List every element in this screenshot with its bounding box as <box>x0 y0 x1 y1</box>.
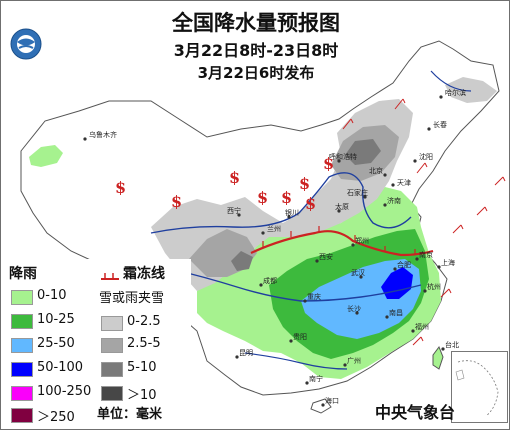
city-label-shijiazhuang: 石家庄 <box>347 188 368 197</box>
rain-label-0-10: 0-10 <box>37 288 67 303</box>
city-dots <box>83 95 445 407</box>
unit-label: 单位：毫米 <box>97 407 163 422</box>
city-label-fuzhou: 福州 <box>415 322 429 331</box>
city-label-shenyang: 沈阳 <box>419 152 433 161</box>
city-label-xining: 西宁 <box>227 206 241 215</box>
city-label-hangzhou: 杭州 <box>427 282 441 291</box>
city-label-tianjin: 天津 <box>397 179 411 187</box>
hainan-island <box>310 398 332 414</box>
snow-label-10: ＞10 <box>127 388 157 403</box>
yellow-river <box>150 172 412 234</box>
snow-legend-heading: 雪或雨夹雪 <box>99 291 165 306</box>
frost-line-ticks <box>262 226 416 255</box>
city-label-hefei: 合肥 <box>397 260 411 269</box>
yangtze-river <box>170 268 422 302</box>
snow-label-5-10: 5-10 <box>127 360 157 375</box>
dust-marker: $ <box>323 154 334 173</box>
dust-marker: $ <box>305 194 316 213</box>
city-label-harbin: 哈尔滨 <box>445 88 466 97</box>
snow-swatch-10 <box>101 386 123 401</box>
rain-swatch-50-100 <box>11 362 33 377</box>
snow-label-2.5-5: 2.5-5 <box>127 336 161 351</box>
snow-5-10-area <box>345 139 381 165</box>
city-label-taipei: 台北 <box>445 340 459 349</box>
rain-swatch-250 <box>11 408 33 423</box>
city-label-nanjing: 南京 <box>419 250 433 259</box>
dust-marker: $ <box>229 168 240 187</box>
rain-label-250: ＞250 <box>37 410 75 425</box>
frost-line-icon <box>101 269 119 280</box>
city-label-shanghai: 上海 <box>441 258 455 267</box>
city-label-guiyang: 贵阳 <box>293 332 307 341</box>
dust-marker: $ <box>171 192 182 211</box>
city-label-xian: 西安 <box>319 252 333 261</box>
rain-50-100-area <box>381 267 413 299</box>
frost-line <box>250 230 434 257</box>
dust-markers: $ $ $ $ $ $ $ $ <box>115 154 334 213</box>
snow-swatch-0-2.5 <box>101 316 123 331</box>
snow-swatch-2.5-5 <box>101 338 123 353</box>
city-label-guangzhou: 广州 <box>347 356 361 365</box>
snow-0-2.5-area-northeast <box>445 77 497 103</box>
rain-swatch-10-25 <box>11 314 33 329</box>
rain-swatch-0-10 <box>11 290 33 305</box>
map-title: 全国降水量预报图 <box>172 11 340 35</box>
city-label-taiyuan: 太原 <box>335 202 349 211</box>
rain-swatch-25-50 <box>11 338 33 353</box>
rain-label-50-100: 50-100 <box>37 360 84 375</box>
city-label-changsha: 长沙 <box>347 304 361 313</box>
songhua-river <box>430 70 472 92</box>
forecast-period: 3月22日8时-23日8时 <box>173 41 339 60</box>
map-legend: 降雨 霜冻线 雪或雨夹雪 0-10 10-25 25-50 50-100 100… <box>5 259 191 427</box>
city-label-haikou: 海口 <box>325 396 339 405</box>
dust-marker: $ <box>281 188 292 207</box>
city-label-kunming: 昆明 <box>239 349 253 357</box>
city-label-nanchang: 南昌 <box>389 308 403 317</box>
rain-label-100-250: 100-250 <box>37 384 92 399</box>
city-label-hohhot: 呼和浩特 <box>329 152 357 161</box>
rain-swatch-100-250 <box>11 386 33 401</box>
snow-label-0-2.5: 0-2.5 <box>127 314 161 329</box>
dust-marker: $ <box>115 178 126 197</box>
city-label-lanzhou: 兰州 <box>267 224 281 233</box>
rain-label-25-50: 25-50 <box>37 336 75 351</box>
rain-label-10-25: 10-25 <box>37 312 75 327</box>
snow-5-10-area-west <box>231 251 253 271</box>
city-label-zhengzhou: 郑州 <box>355 237 369 245</box>
agency-name: 中央气象台 <box>375 403 456 422</box>
cma-logo-icon <box>9 27 43 61</box>
rain-0-10-area-xinjiang <box>29 145 63 167</box>
pearl-river <box>244 352 348 370</box>
frost-legend-label: 霜冻线 <box>123 266 165 282</box>
dust-marker: $ <box>299 174 310 193</box>
city-label-nanning: 南宁 <box>309 374 323 383</box>
city-label-chengdu: 成都 <box>263 276 277 285</box>
south-china-sea-inset <box>451 351 508 423</box>
city-label-changchun: 长春 <box>433 120 447 129</box>
rain-legend-heading: 降雨 <box>9 266 37 282</box>
issue-time: 3月22日6时发布 <box>197 64 315 82</box>
city-label-wuhan: 武汉 <box>351 268 365 277</box>
wind-barbs <box>342 98 506 346</box>
city-label-chongqing: 重庆 <box>307 292 321 301</box>
city-label-jinan: 济南 <box>387 196 401 205</box>
taiwan-island <box>432 345 444 370</box>
city-label-urumqi: 乌鲁木齐 <box>89 130 117 139</box>
city-label-yinchuan: 银川 <box>285 208 299 217</box>
frost-legend-heading: 霜冻线 <box>101 263 165 283</box>
snow-swatch-5-10 <box>101 362 123 377</box>
dust-marker: $ <box>257 188 268 207</box>
city-label-beijing: 北京 <box>369 166 383 175</box>
